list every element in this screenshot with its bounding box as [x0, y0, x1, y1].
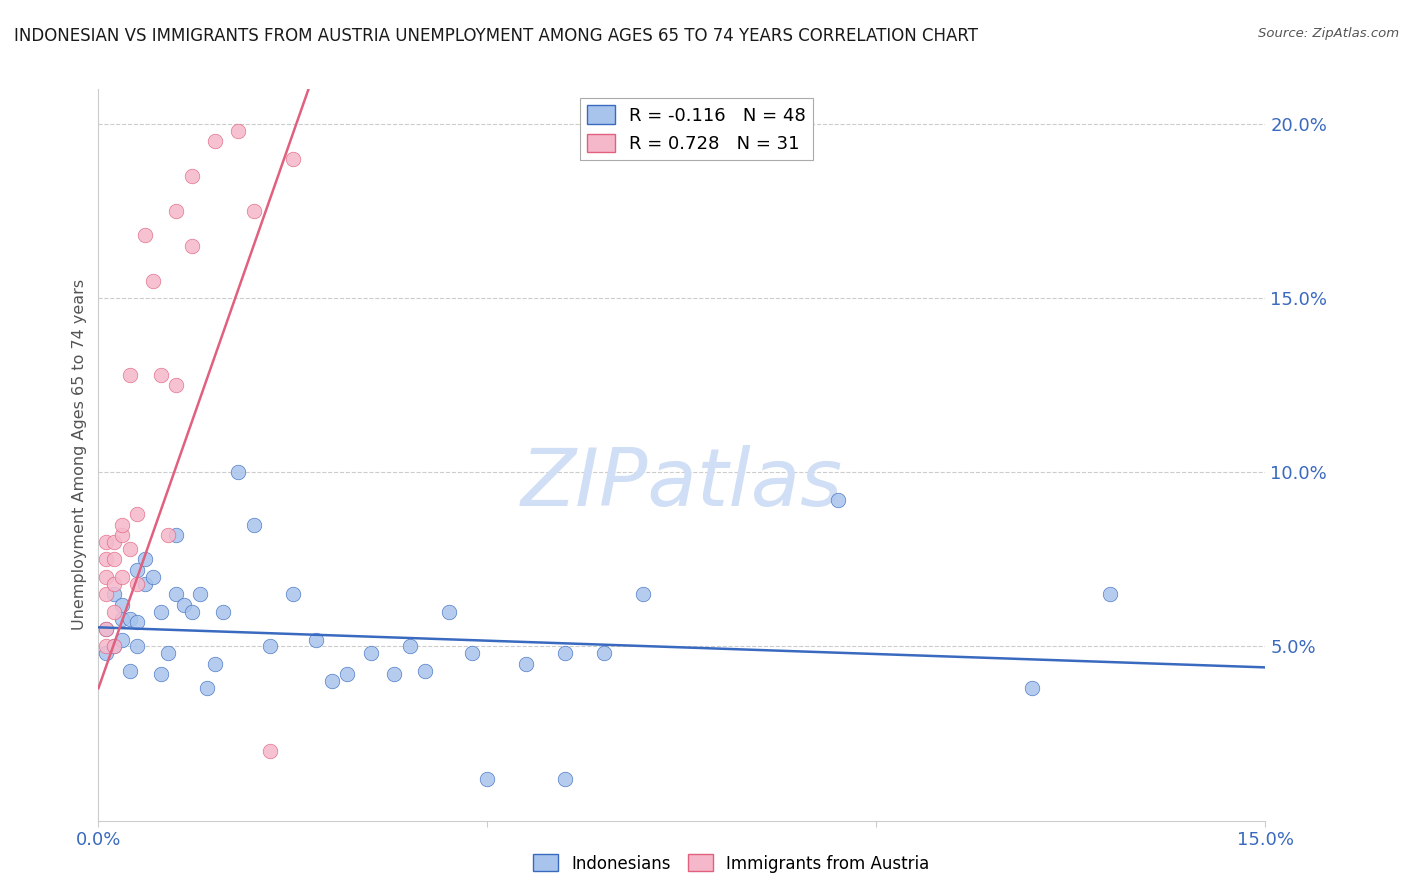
Point [212, 605, 235, 619]
Point [149, 667, 172, 681]
Point [96, 622, 118, 636]
Point [127, 576, 149, 591]
Text: Source: ZipAtlas.com: Source: ZipAtlas.com [1258, 27, 1399, 40]
Point [398, 640, 420, 654]
Point [149, 605, 172, 619]
Text: ZIPatlas: ZIPatlas [520, 445, 844, 524]
Point [281, 587, 304, 601]
Point [111, 517, 134, 532]
Point [157, 647, 180, 661]
Point [593, 647, 616, 661]
Point [111, 598, 134, 612]
Point [96, 535, 118, 549]
Point [165, 378, 187, 392]
Point [554, 647, 576, 661]
Point [243, 204, 266, 219]
Point [142, 274, 165, 288]
Legend: R = -0.116   N = 48, R = 0.728   N = 31: R = -0.116 N = 48, R = 0.728 N = 31 [581, 98, 813, 161]
Point [127, 615, 149, 629]
Point [165, 528, 187, 542]
Point [96, 552, 118, 566]
Point [360, 647, 382, 661]
Point [103, 587, 125, 601]
Point [305, 632, 328, 647]
Point [96, 587, 118, 601]
Point [413, 664, 436, 678]
Point [149, 368, 172, 382]
Point [243, 517, 266, 532]
Point [188, 587, 211, 601]
Point [180, 239, 202, 253]
Point [554, 772, 576, 786]
Point [1098, 587, 1121, 601]
Point [111, 528, 134, 542]
Point [228, 466, 250, 480]
Point [180, 169, 202, 184]
Point [142, 570, 165, 584]
Point [321, 674, 343, 689]
Point [103, 535, 125, 549]
Point [118, 664, 141, 678]
Text: INDONESIAN VS IMMIGRANTS FROM AUSTRIA UNEMPLOYMENT AMONG AGES 65 TO 74 YEARS COR: INDONESIAN VS IMMIGRANTS FROM AUSTRIA UN… [14, 27, 979, 45]
Point [134, 228, 156, 243]
Point [195, 681, 218, 696]
Legend: Indonesians, Immigrants from Austria: Indonesians, Immigrants from Austria [526, 847, 936, 880]
Point [134, 576, 156, 591]
Point [103, 640, 125, 654]
Point [165, 587, 187, 601]
Point [111, 632, 134, 647]
Y-axis label: Unemployment Among Ages 65 to 74 years: Unemployment Among Ages 65 to 74 years [72, 279, 87, 631]
Point [827, 493, 849, 508]
Point [259, 744, 281, 758]
Point [173, 598, 195, 612]
Point [96, 622, 118, 636]
Point [204, 657, 226, 671]
Point [1021, 681, 1043, 696]
Point [118, 368, 141, 382]
Point [96, 640, 118, 654]
Point [461, 647, 484, 661]
Point [118, 612, 141, 626]
Point [111, 612, 134, 626]
Point [103, 552, 125, 566]
Point [134, 552, 156, 566]
Point [281, 152, 304, 166]
Point [165, 204, 187, 219]
Point [127, 640, 149, 654]
Point [96, 570, 118, 584]
Point [111, 570, 134, 584]
Point [127, 563, 149, 577]
Point [96, 647, 118, 661]
Point [103, 640, 125, 654]
Point [477, 772, 499, 786]
Point [228, 124, 250, 138]
Point [437, 605, 460, 619]
Point [336, 667, 359, 681]
Point [157, 528, 180, 542]
Point [259, 640, 281, 654]
Point [103, 605, 125, 619]
Point [127, 507, 149, 521]
Point [103, 576, 125, 591]
Point [204, 135, 226, 149]
Point [382, 667, 405, 681]
Point [118, 541, 141, 556]
Point [180, 605, 202, 619]
Point [631, 587, 654, 601]
Point [515, 657, 537, 671]
